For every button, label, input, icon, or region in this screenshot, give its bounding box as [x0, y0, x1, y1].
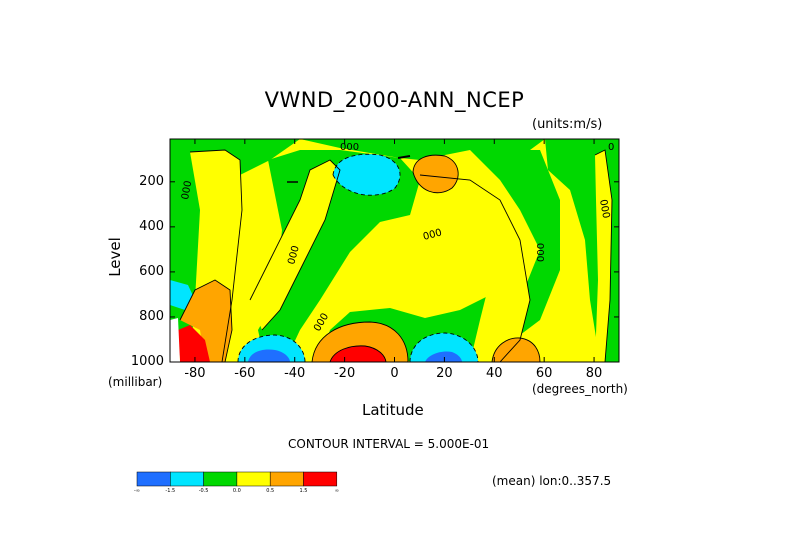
y-tick-label: 1000 — [130, 354, 164, 369]
x-tick-label: -40 — [284, 366, 306, 381]
contour-line — [311, 321, 409, 362]
contour-label: 000 — [422, 227, 443, 243]
units-note: (units:m/s) — [532, 117, 603, 132]
contour-fills — [170, 139, 619, 362]
colorbar — [136, 471, 338, 487]
colorbar-label: 0.5 — [266, 488, 275, 494]
fill-cyan-north — [410, 333, 478, 362]
contour-lines — [179, 149, 613, 362]
fill-blue-north — [425, 351, 462, 362]
contour-interval-text: CONTOUR INTERVAL = 5.000E-01 — [288, 437, 490, 451]
contour-label: 000 — [536, 243, 547, 262]
contour-label: 000 — [340, 142, 359, 153]
contour-line — [594, 149, 613, 362]
contour-line — [412, 154, 459, 194]
chart-title: VWND_2000-ANN_NCEP — [264, 88, 525, 112]
x-tick-label: 80 — [585, 366, 603, 381]
fill-orange-left — [180, 280, 232, 362]
contour-line — [329, 345, 387, 362]
fill-red-left — [178, 325, 210, 362]
fill-yellow-strip-right — [420, 175, 530, 362]
fill-orange-upper — [413, 155, 459, 193]
contour-label: 000 — [286, 244, 302, 265]
contour-line — [419, 174, 531, 362]
y-tick-label: 600 — [139, 263, 164, 279]
x-tick-label: -80 — [184, 366, 206, 381]
contour-label: 0 — [608, 142, 614, 153]
colorbar-bin — [303, 471, 338, 487]
contour-line — [237, 334, 306, 362]
y-axis-unit: (millibar) — [108, 375, 163, 389]
contour-line — [189, 149, 243, 362]
x-axis-label: Latitude — [362, 401, 424, 419]
colorbar-bin — [170, 471, 204, 487]
colorbar-label: -0.5 — [198, 488, 209, 494]
colorbar-bin — [236, 471, 271, 487]
colorbar-label: 0.0 — [232, 488, 241, 494]
fill-blue-south — [248, 349, 290, 362]
x-tick-label: -20 — [333, 366, 356, 381]
fill-cyan-upper-mid — [333, 154, 400, 196]
x-tick-label: 60 — [535, 366, 553, 381]
fill-yellow-strip-mid — [250, 160, 340, 330]
fill-orange-center — [312, 322, 408, 362]
colorbar-label: 1.5 — [299, 488, 308, 494]
colorbar-label: -1.5 — [165, 488, 176, 494]
x-tick-label: 40 — [485, 366, 503, 381]
fill-white-left-edge — [170, 318, 180, 362]
fill-yellow-strip-far-right — [595, 150, 612, 362]
fill-green-top — [300, 139, 545, 160]
colorbar-bin — [269, 471, 304, 487]
colorbar-label: -∞ — [134, 488, 140, 494]
contour-line — [249, 159, 341, 331]
y-tick-label: 400 — [139, 218, 164, 234]
colorbar-bin — [136, 471, 171, 487]
x-axis-unit: (degrees_north) — [532, 382, 628, 396]
fill-red-center — [330, 345, 386, 362]
colorbar-bin — [203, 471, 238, 487]
axis-ticks — [170, 139, 619, 363]
contour-line — [397, 155, 411, 159]
contour-line — [491, 337, 541, 362]
x-tick-label: -60 — [234, 366, 256, 381]
contour-label: 000 — [180, 180, 194, 201]
x-tick-label: 0 — [390, 366, 399, 381]
contour-line — [409, 332, 479, 362]
footer-text: (mean) lon:0..357.5 — [492, 474, 612, 488]
colorbar-label: ∞ — [334, 488, 339, 494]
y-tick-label: 800 — [139, 308, 164, 324]
fill-orange-north — [492, 337, 540, 362]
contour-label: 000 — [597, 199, 611, 220]
y-tick-label: 200 — [139, 173, 164, 189]
x-tick-label: 20 — [436, 366, 453, 381]
contour-line — [179, 279, 233, 362]
